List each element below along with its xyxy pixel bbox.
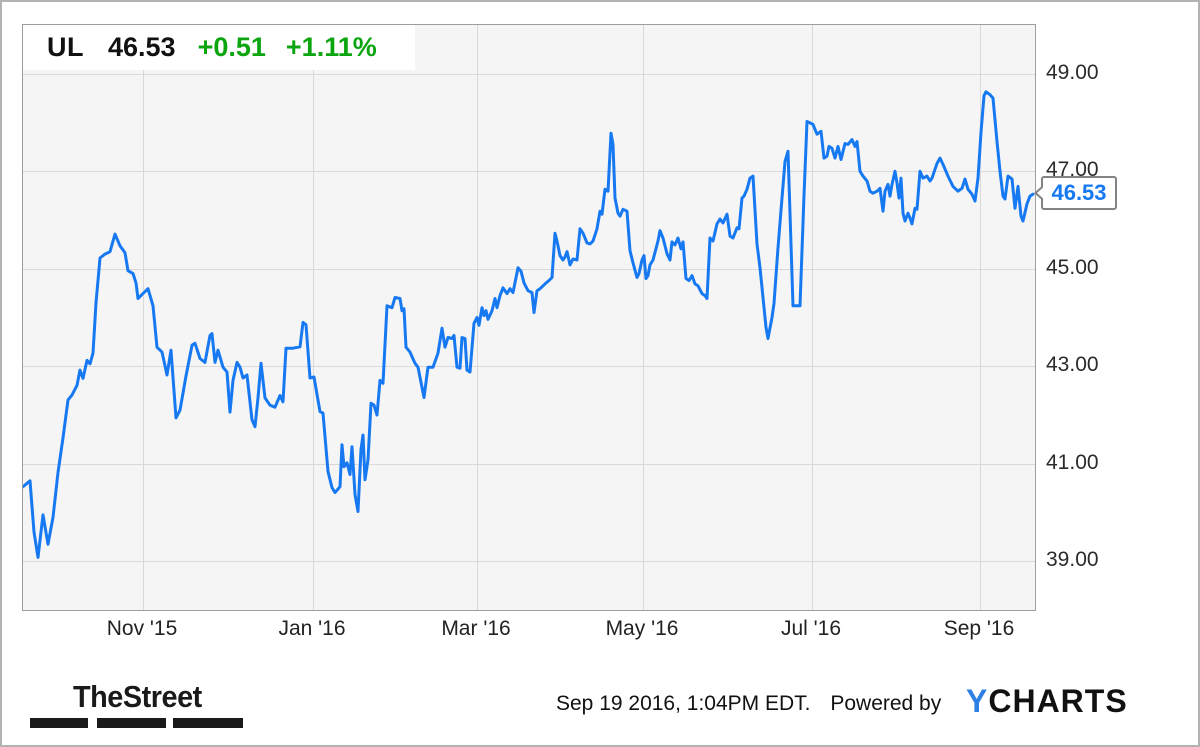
x-axis-label: Nov '15: [106, 617, 178, 640]
y-axis-label: 47.00: [1046, 158, 1099, 182]
x-axis-label: Jul '16: [780, 617, 842, 640]
x-axis-label: Mar '16: [441, 617, 511, 640]
price-change-percent: +1.11%: [285, 32, 377, 62]
chart-timestamp: Sep 19 2016, 1:04PM EDT. Powered by: [556, 692, 941, 716]
powered-by-text: Powered by: [830, 692, 942, 715]
price-callout: 46.53: [1034, 176, 1117, 211]
price-change: +0.51: [197, 32, 266, 62]
price-line: [23, 90, 1035, 559]
ycharts-logo: YCHARTS: [966, 683, 1128, 720]
ycharts-logo-y: Y: [966, 683, 989, 719]
footer: TheStreet Sep 19 2016, 1:04PM EDT. Power…: [0, 680, 1200, 740]
y-axis-label: 43.00: [1046, 353, 1099, 377]
last-price: 46.53: [108, 32, 176, 62]
y-axis-label: 39.00: [1046, 548, 1099, 572]
ticker-symbol: UL: [47, 32, 84, 62]
callout-value: 46.53: [1051, 180, 1107, 206]
price-line-chart: [23, 25, 1035, 610]
x-axis-label: Sep '16: [943, 617, 1015, 640]
ycharts-logo-rest: CHARTS: [988, 683, 1128, 719]
thestreet-logo-text: TheStreet: [73, 679, 202, 714]
plot-area: UL 46.53 +0.51 +1.11%: [22, 24, 1036, 611]
x-axis-label: May '16: [605, 617, 679, 640]
y-axis-label: 41.00: [1046, 450, 1099, 474]
legend: UL 46.53 +0.51 +1.11%: [23, 25, 415, 70]
y-axis-label: 49.00: [1046, 60, 1099, 84]
thestreet-logo-bars-icon: [30, 718, 245, 728]
thestreet-logo: TheStreet: [30, 679, 245, 728]
y-axis-label: 45.00: [1046, 255, 1099, 279]
timestamp-text: Sep 19 2016, 1:04PM EDT.: [556, 692, 811, 715]
x-axis-label: Jan '16: [278, 617, 346, 640]
